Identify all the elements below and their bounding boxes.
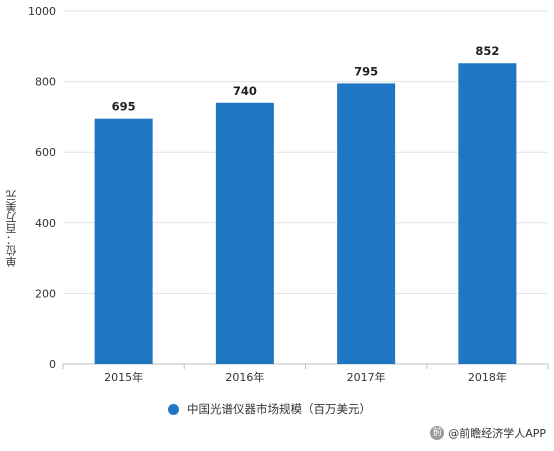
data-label: 795: [354, 64, 378, 78]
source-credit: 前 @前瞻经济学人APP: [430, 425, 546, 441]
source-text: @前瞻经济学人APP: [448, 427, 546, 440]
legend-label: 中国光谱仪器市场规模（百万美元）: [187, 402, 371, 416]
x-tick-label: 2015年: [104, 370, 143, 384]
y-axis-label: 单位：百万美元: [5, 190, 18, 267]
y-tick-label: 400: [35, 217, 56, 230]
legend[interactable]: 中国光谱仪器市场规模（百万美元）: [168, 401, 371, 417]
y-tick-label: 0: [49, 358, 56, 371]
y-tick-label: 1000: [28, 5, 56, 18]
x-tick-label: 2016年: [225, 370, 264, 384]
data-label: 852: [475, 44, 499, 58]
x-tick-label: 2018年: [468, 370, 507, 384]
bar: [94, 118, 153, 364]
data-label: 740: [233, 84, 257, 98]
bar: [458, 63, 517, 365]
legend-swatch: [168, 403, 179, 415]
y-tick-label: 800: [35, 76, 56, 89]
x-tick-label: 2017年: [347, 370, 386, 384]
bar: [337, 83, 396, 365]
data-label: 695: [112, 100, 136, 114]
y-tick-label: 600: [35, 146, 56, 159]
bar: [215, 102, 274, 364]
logo-icon: 前: [430, 426, 445, 440]
y-tick-label: 200: [35, 287, 56, 300]
